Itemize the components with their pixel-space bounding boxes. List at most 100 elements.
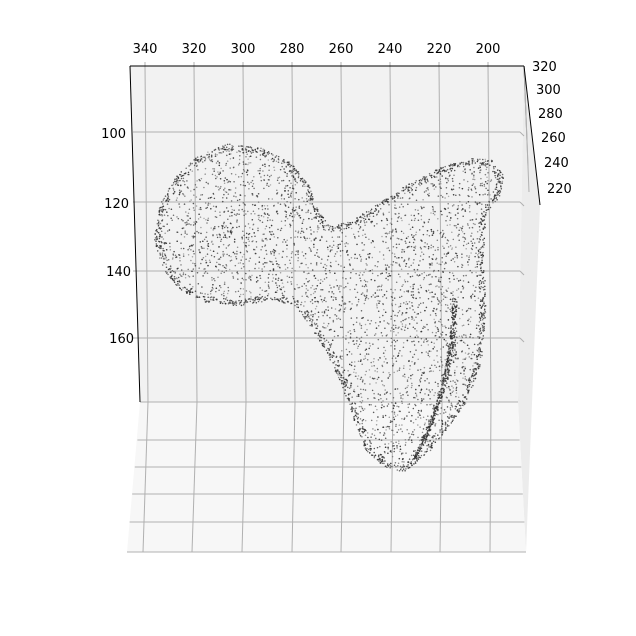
data-point: [283, 159, 285, 161]
data-point: [445, 255, 447, 258]
data-point: [481, 262, 484, 264]
data-point: [395, 423, 397, 426]
data-point: [480, 281, 483, 283]
data-point: [449, 271, 451, 274]
data-point: [462, 402, 465, 405]
data-point: [442, 346, 445, 348]
data-point: [258, 261, 261, 263]
data-point: [242, 184, 245, 187]
data-point: [384, 200, 386, 203]
data-point: [411, 189, 413, 191]
data-point: [433, 318, 435, 321]
data-point: [248, 276, 250, 278]
data-point: [256, 296, 259, 298]
data-point: [304, 312, 306, 315]
data-point: [477, 324, 480, 327]
data-point: [333, 286, 335, 288]
data-point: [219, 234, 221, 236]
data-point: [432, 440, 435, 443]
data-point: [315, 263, 318, 265]
data-point: [434, 381, 437, 384]
data-point: [493, 170, 496, 173]
data-point: [407, 190, 409, 192]
data-point: [337, 247, 340, 250]
data-point: [321, 235, 323, 238]
data-point: [394, 314, 396, 317]
data-point: [211, 286, 214, 289]
data-point: [345, 286, 347, 288]
data-point: [408, 403, 411, 405]
data-point: [340, 357, 342, 360]
data-point: [475, 252, 477, 254]
data-point: [448, 424, 450, 427]
data-point: [381, 455, 384, 458]
data-point: [238, 162, 241, 165]
data-point: [448, 277, 451, 280]
data-point: [254, 212, 256, 215]
data-point: [483, 183, 486, 186]
data-point: [373, 246, 376, 249]
data-point: [498, 177, 501, 180]
data-point: [372, 361, 375, 363]
data-point: [249, 162, 252, 164]
data-point: [417, 416, 419, 418]
data-point: [368, 369, 371, 371]
data-point: [302, 218, 305, 221]
data-point: [163, 214, 166, 216]
data-point: [361, 274, 364, 276]
data-point: [434, 249, 437, 251]
data-point: [312, 198, 314, 200]
data-point: [475, 218, 477, 220]
data-point: [363, 358, 365, 361]
data-point: [224, 177, 227, 179]
data-point: [408, 301, 411, 303]
data-point: [387, 403, 390, 405]
data-point: [225, 225, 227, 227]
data-point: [415, 316, 417, 319]
data-point: [257, 279, 259, 282]
data-point: [187, 275, 190, 277]
data-point: [392, 363, 395, 365]
data-point: [369, 211, 372, 214]
data-point: [482, 288, 485, 291]
data-point: [169, 265, 172, 267]
data-point: [442, 233, 445, 236]
data-point: [384, 389, 386, 391]
data-point: [339, 326, 342, 328]
data-point: [199, 251, 201, 253]
data-point: [395, 243, 398, 246]
data-point: [225, 263, 227, 266]
data-point: [411, 318, 413, 321]
data-point: [403, 260, 405, 263]
data-point: [320, 288, 322, 291]
data-point: [368, 347, 370, 350]
data-point: [326, 246, 329, 249]
data-point: [234, 192, 237, 194]
data-point: [296, 213, 299, 215]
data-point: [412, 236, 414, 239]
data-point: [474, 266, 477, 269]
data-point: [434, 321, 437, 323]
data-point: [310, 240, 313, 242]
data-point: [413, 463, 415, 465]
data-point: [489, 194, 491, 196]
data-point: [452, 238, 455, 241]
data-point: [229, 157, 232, 160]
data-point: [420, 205, 422, 208]
data-point: [248, 236, 250, 239]
data-point: [245, 242, 247, 244]
data-point: [355, 222, 357, 225]
data-point: [440, 170, 442, 173]
data-point: [373, 358, 375, 360]
data-point: [276, 189, 278, 192]
data-point: [284, 263, 286, 266]
data-point: [457, 207, 460, 209]
data-point: [319, 214, 321, 217]
data-point: [388, 249, 391, 252]
data-point: [362, 229, 364, 231]
data-point: [250, 296, 252, 298]
data-point: [452, 188, 455, 191]
data-point: [433, 188, 436, 190]
data-point: [402, 232, 405, 234]
data-point: [316, 207, 318, 209]
